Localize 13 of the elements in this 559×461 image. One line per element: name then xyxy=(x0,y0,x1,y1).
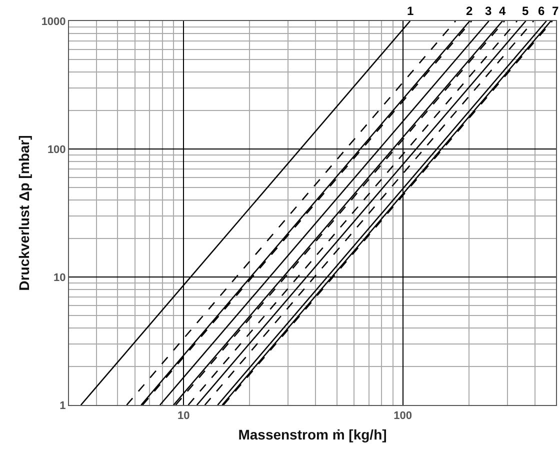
x-axis-title: Massenstrom ṁ [kg/h] xyxy=(238,426,387,442)
series-label: 1 xyxy=(407,4,414,18)
y-tick-label: 100 xyxy=(47,144,66,156)
series-label: 6 xyxy=(538,4,545,18)
series-label: 5 xyxy=(522,4,529,18)
series-label: 7 xyxy=(552,4,559,18)
y-tick-label: 1 xyxy=(60,400,66,412)
series-label: 4 xyxy=(499,4,506,18)
y-tick-label: 1000 xyxy=(41,16,66,28)
y-tick-label: 10 xyxy=(54,272,66,284)
series-label: 2 xyxy=(466,4,473,18)
series-label: 3 xyxy=(485,4,492,18)
y-axis-title: Druckverlust Δp [mbar] xyxy=(16,135,32,291)
